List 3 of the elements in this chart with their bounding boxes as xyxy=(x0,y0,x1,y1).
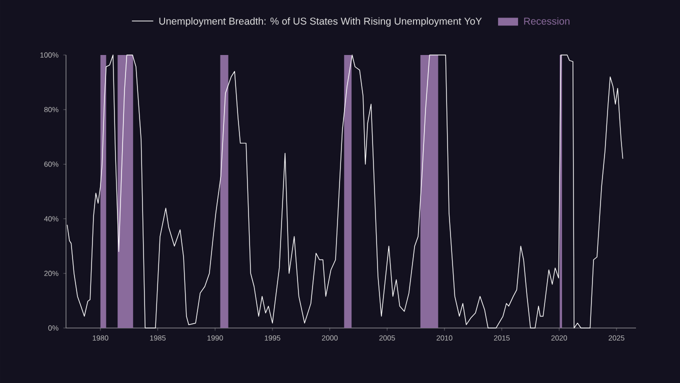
line-series xyxy=(66,54,624,328)
legend-label: Recession xyxy=(524,17,570,25)
legend-label: Unemployment Breadth: % of US States With Rising Unemployment YoY xyxy=(159,17,482,27)
